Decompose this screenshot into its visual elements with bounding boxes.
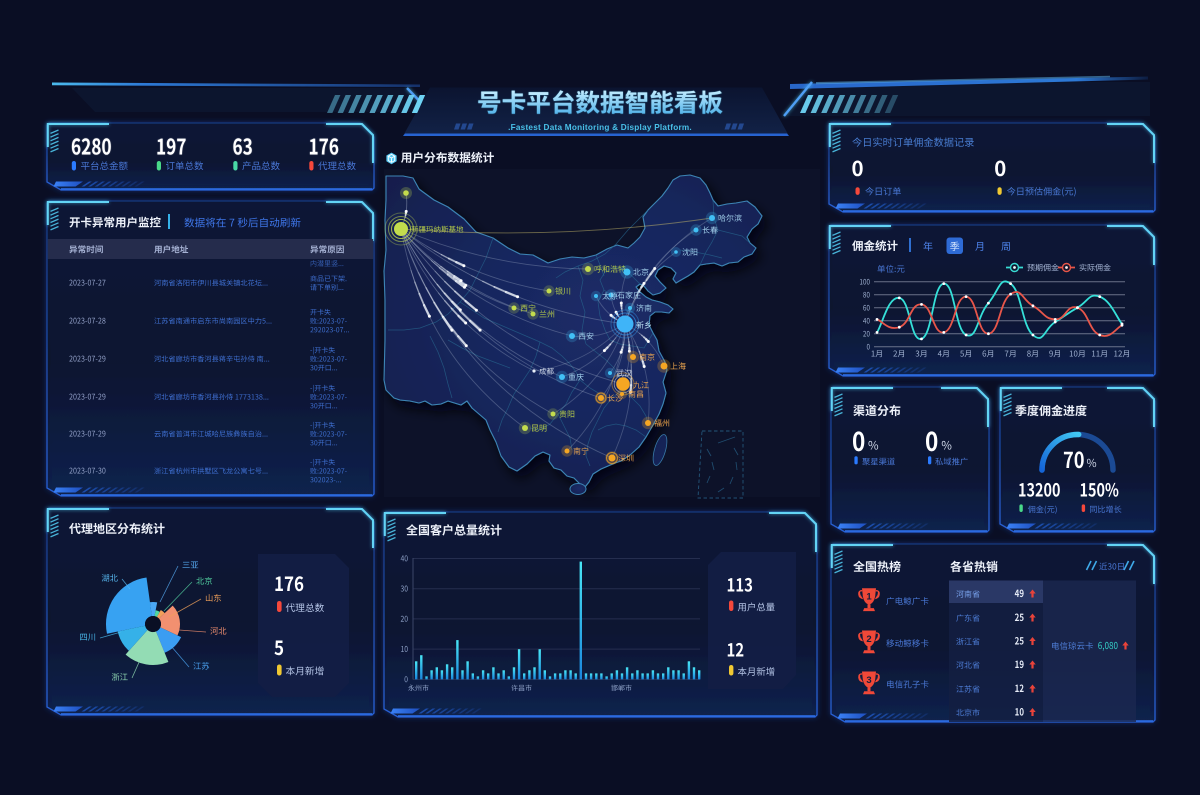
svg-text:.Fastest Data Monitoring & Dis: .Fastest Data Monitoring & Display Platf…: [508, 123, 692, 132]
svg-text:1: 1: [866, 592, 872, 603]
svg-text:2: 2: [866, 634, 871, 645]
svg-text:3: 3: [866, 675, 871, 686]
